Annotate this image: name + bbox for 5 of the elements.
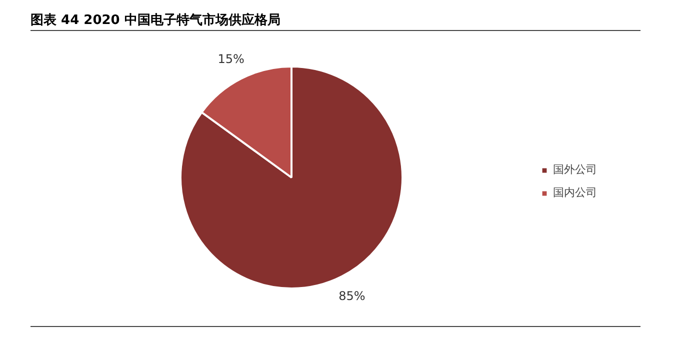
legend-label: 国内公司 [553, 185, 597, 200]
data-label: 85% [338, 289, 366, 304]
chart-title: 图表 44 2020 中国电子特气市场供应格局 [30, 12, 280, 28]
legend-label: 国外公司 [553, 162, 597, 177]
data-label: 15% [218, 52, 244, 66]
